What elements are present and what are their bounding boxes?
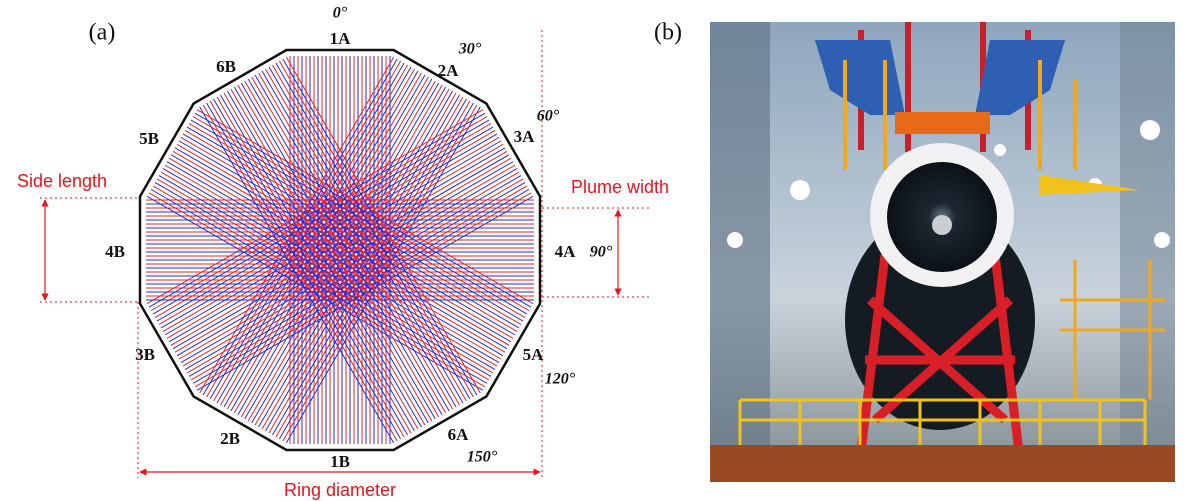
- panel-label: (a): [89, 20, 116, 46]
- dimension-label: Ring diameter: [284, 480, 396, 500]
- port-label: 5A: [523, 345, 545, 364]
- port-label: 4B: [105, 242, 125, 261]
- port-label: 3A: [514, 127, 536, 146]
- port-label: 2A: [438, 61, 460, 80]
- engine-photo: [710, 22, 1175, 482]
- angle-label: 60°: [537, 108, 560, 125]
- ring-outline: [140, 50, 540, 450]
- panel-label: (b): [654, 20, 682, 46]
- port-label: 5B: [139, 129, 159, 148]
- port-label: 6A: [448, 425, 470, 444]
- angle-label: 120°: [545, 371, 576, 388]
- port-label: 1B: [330, 452, 350, 471]
- port-label: 2B: [220, 429, 240, 448]
- beam-grid: [146, 56, 534, 444]
- port-label: 6B: [216, 57, 236, 76]
- figure: (a) Side length Plume width Ring diamete…: [0, 0, 1187, 501]
- port-label: 1A: [330, 29, 352, 48]
- port-label: 4A: [555, 242, 577, 261]
- dimension-label: Side length: [17, 171, 107, 191]
- angle-label: 30°: [458, 41, 482, 58]
- dimension-label: Plume width: [571, 177, 669, 197]
- angle-label: 0°: [333, 5, 348, 22]
- angle-label: 150°: [467, 449, 498, 466]
- angle-label: 90°: [590, 244, 613, 261]
- port-label: 3B: [135, 345, 155, 364]
